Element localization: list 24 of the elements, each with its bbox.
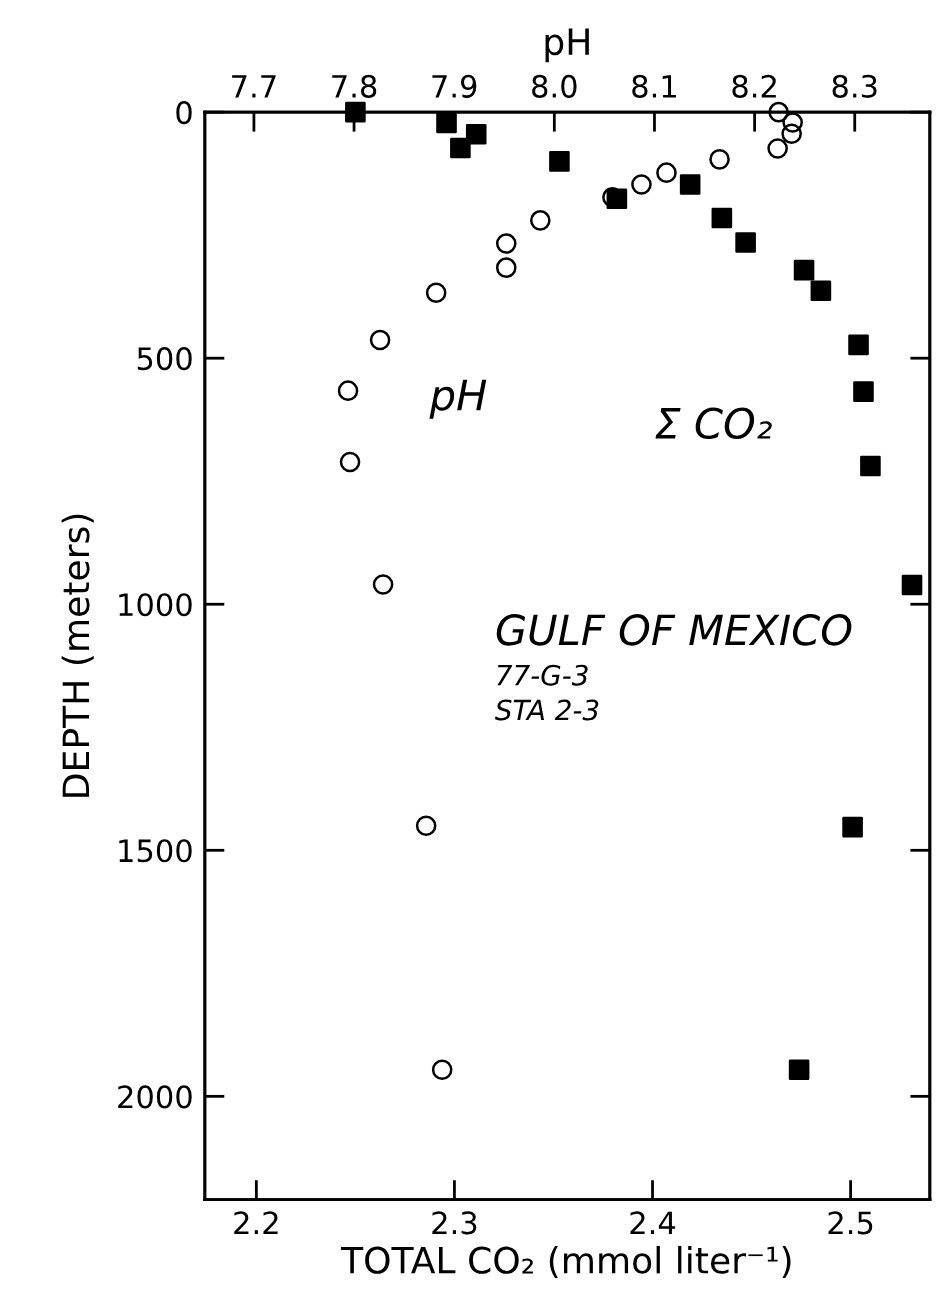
y-tick-label: 0 (176, 101, 192, 125)
x2-tick-label: 7.8 (332, 74, 377, 98)
annotation: GULF OF MEXICO (496, 614, 852, 646)
y-tick-label: 500 (137, 347, 192, 371)
annotation: 77-G-3 (497, 664, 588, 686)
x2-tick-label: 8.2 (732, 74, 776, 98)
y-axis-title: DEPTH (meters) (61, 514, 94, 797)
x2-tick-label: 7.7 (232, 75, 276, 98)
x-tick-label: 2.2 (234, 1211, 278, 1235)
x-axis-title: TOTAL CO₂ (mmol liter⁻¹) (340, 1245, 791, 1279)
y-tick-label: 1500 (119, 839, 192, 863)
y-tick-label: 2000 (118, 1085, 192, 1109)
x2-tick-label: 8.1 (632, 74, 676, 98)
x2-tick-label: 7.9 (432, 74, 477, 98)
annotation: STA 2-3 (495, 699, 599, 721)
series-label: pH (429, 379, 487, 419)
series-label: Σ CO₂ (655, 407, 772, 439)
x2-axis-title: pH (545, 28, 589, 63)
x-tick-label: 2.3 (432, 1211, 477, 1235)
y-tick-label: 1000 (119, 593, 192, 617)
x-tick-label: 2.5 (828, 1211, 873, 1235)
x-tick-label: 2.4 (630, 1211, 676, 1235)
x2-tick-label: 8.0 (532, 74, 577, 98)
x2-tick-label: 8.3 (832, 74, 877, 98)
